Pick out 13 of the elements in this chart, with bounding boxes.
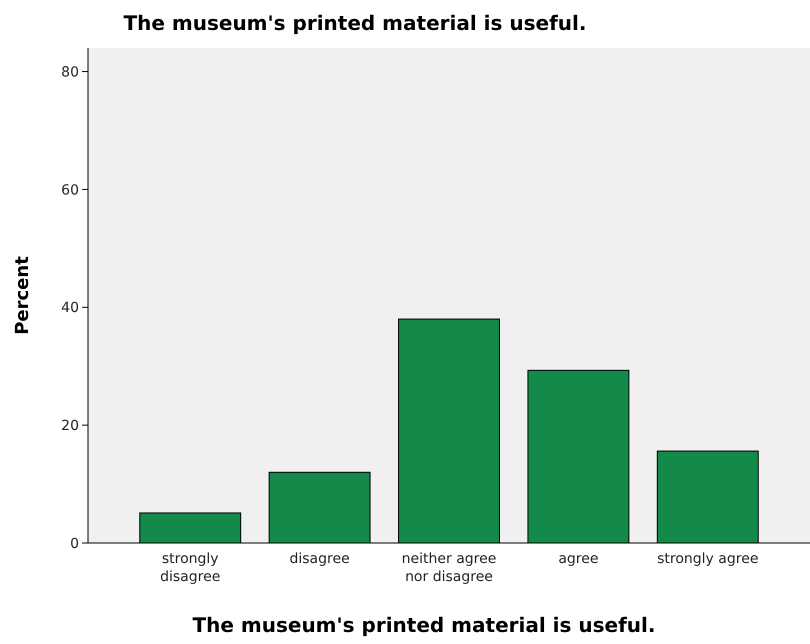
x-tick-label: disagree <box>290 551 350 567</box>
x-tick-label: agree <box>558 551 598 567</box>
y-axis-title: Percent <box>12 256 33 335</box>
y-tick-label: 20 <box>61 418 79 434</box>
x-axis-title: The museum's printed material is useful. <box>192 613 656 637</box>
y-tick-label: 40 <box>61 300 79 316</box>
y-tick-label: 0 <box>70 536 79 552</box>
x-tick-label: strongly agree <box>657 551 758 567</box>
x-tick-label: neither agree nor disagree <box>402 551 496 585</box>
y-tick-label: 80 <box>61 64 79 80</box>
chart-title: The museum's printed material is useful. <box>123 11 587 35</box>
x-tick-label: strongly disagree <box>160 551 220 585</box>
y-tick-label: 60 <box>61 182 79 198</box>
